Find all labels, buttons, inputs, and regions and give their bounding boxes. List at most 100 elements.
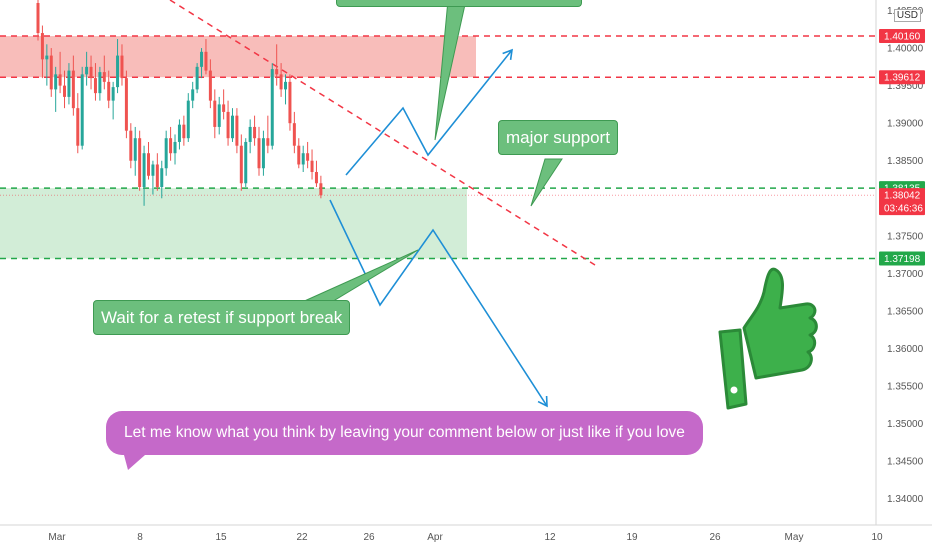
candle: [279, 63, 283, 97]
candle: [195, 63, 199, 94]
price-axis[interactable]: 1.405001.400001.395001.390001.385001.380…: [875, 0, 932, 525]
y-tick-label: 1.39500: [887, 81, 924, 92]
candle: [120, 44, 124, 86]
zones-layer: [0, 36, 476, 259]
svg-text:1.40160: 1.40160: [884, 32, 921, 43]
price-level-lines: [0, 0, 876, 266]
candle: [222, 89, 226, 120]
candle: [67, 63, 71, 105]
x-tick-label: 10: [871, 532, 883, 543]
candle: [151, 160, 155, 195]
candle: [261, 130, 265, 176]
comment-pointer: [124, 455, 145, 470]
candle: [71, 55, 75, 116]
candle: [208, 59, 212, 109]
candle: [292, 111, 296, 154]
candle: [93, 63, 97, 101]
bearish-path: [329, 199, 548, 407]
currency-label: USD: [893, 9, 921, 22]
candle: [191, 81, 195, 109]
candle: [182, 115, 186, 146]
candle: [147, 141, 150, 180]
major-support-callout: major support: [498, 120, 618, 155]
candle: [177, 119, 181, 150]
candle: [160, 160, 164, 199]
candle: [288, 74, 292, 131]
major-support-pointer: [530, 158, 563, 207]
x-tick-label: 12: [544, 532, 556, 543]
candle: [266, 115, 270, 154]
candlesticks: [36, 0, 323, 206]
candle: [164, 130, 168, 176]
candle: [40, 25, 44, 79]
price-level-tag: 1.39612: [879, 70, 925, 85]
candle: [36, 0, 40, 41]
candle: [253, 115, 257, 146]
candle: [142, 145, 146, 206]
y-tick-label: 1.34000: [887, 494, 924, 505]
candle: [80, 66, 84, 150]
candle: [314, 160, 318, 188]
candle: [239, 134, 243, 191]
svg-text:1.37198: 1.37198: [884, 254, 921, 265]
candle: [116, 39, 120, 94]
y-tick-label: 1.34500: [887, 457, 924, 468]
x-tick-label: 26: [363, 532, 375, 543]
x-tick-label: Mar: [48, 532, 66, 543]
candle: [155, 153, 159, 191]
candle: [173, 134, 177, 165]
support-zone: [0, 188, 467, 259]
x-tick-label: 15: [215, 532, 227, 543]
candle: [138, 130, 142, 191]
top-callout-pointer: [434, 0, 467, 141]
retest-text: Wait for a retest if support break: [101, 308, 343, 327]
candle: [275, 44, 279, 86]
callout-pointers: [124, 0, 563, 470]
top-callout-fragment: [336, 0, 582, 7]
y-tick-label: 1.40000: [887, 44, 924, 55]
candle: [89, 55, 93, 90]
bearish-path-arrowhead: [537, 395, 548, 408]
candle: [129, 123, 133, 169]
candle: [248, 119, 252, 154]
svg-text:1.38042: 1.38042: [884, 191, 921, 202]
candle: [204, 39, 208, 75]
candle: [319, 175, 323, 199]
candle: [124, 70, 128, 139]
bullish-path-arrowhead: [502, 48, 513, 61]
candle: [58, 51, 62, 94]
projection-paths: [329, 48, 548, 408]
candle: [107, 70, 111, 109]
candle: [257, 126, 261, 176]
svg-text:1.39612: 1.39612: [884, 73, 921, 84]
candle: [230, 108, 234, 142]
candle: [200, 48, 204, 79]
comment-text: Let me know what you think by leaving yo…: [124, 424, 685, 441]
retest-callout: Wait for a retest if support break: [93, 300, 351, 335]
bullish-path: [345, 49, 513, 176]
candle: [270, 63, 274, 150]
candle: [235, 108, 239, 154]
y-tick-label: 1.35000: [887, 419, 924, 430]
candle: [213, 89, 217, 139]
x-tick-label: 8: [137, 532, 143, 543]
major-support-text: major support: [506, 128, 610, 147]
candle: [284, 74, 288, 105]
y-tick-label: 1.36500: [887, 306, 924, 317]
time-axis[interactable]: Mar 8 15 22 26 Apr 12 19 26 May 10: [0, 524, 932, 543]
candle: [102, 55, 106, 90]
candle: [45, 44, 49, 86]
y-tick-label: 1.38500: [887, 156, 924, 167]
y-tick-label: 1.37500: [887, 231, 924, 242]
candle: [133, 126, 137, 176]
x-tick-label: 22: [296, 532, 308, 543]
candle: [76, 93, 80, 154]
candle: [54, 66, 58, 112]
candle: [63, 70, 67, 109]
y-tick-label: 1.39000: [887, 119, 924, 130]
x-tick-label: 19: [626, 532, 638, 543]
thumbs-up-icon: [718, 267, 818, 410]
candle: [306, 141, 310, 169]
price-level-tag: 1.37198: [879, 251, 925, 266]
